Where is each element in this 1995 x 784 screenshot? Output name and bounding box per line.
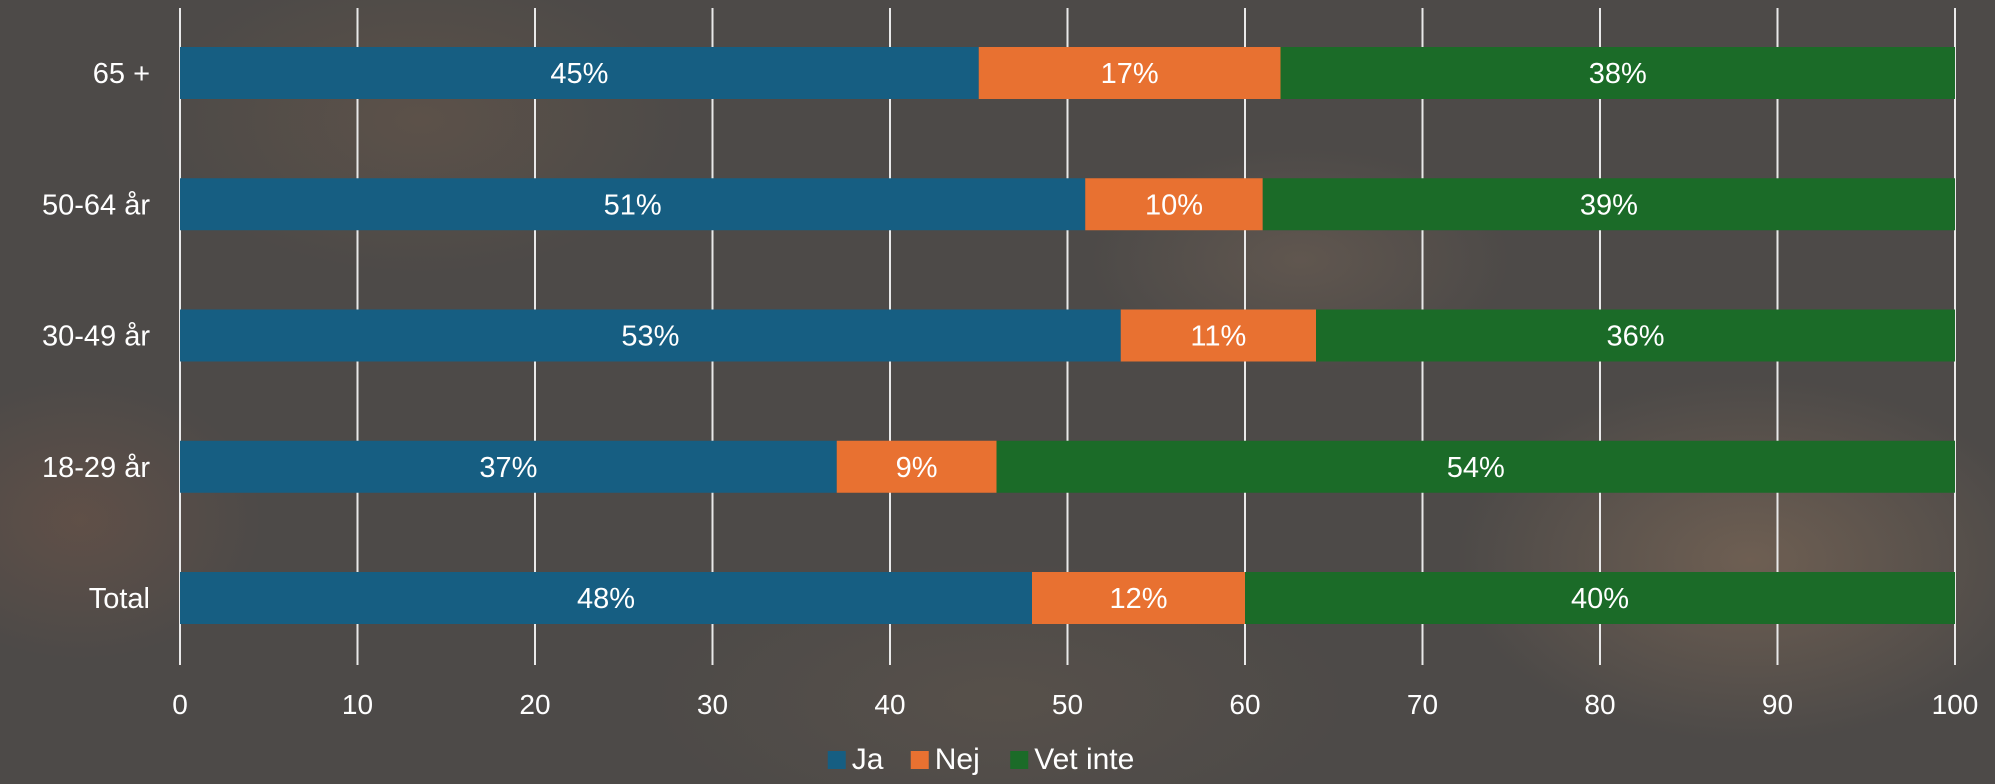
- bar-segment: [1032, 572, 1245, 624]
- bar-segment: [836, 440, 997, 493]
- bar-segment: [978, 47, 1281, 99]
- x-tick-label: 40: [874, 689, 905, 720]
- data-label: 45%: [550, 58, 608, 90]
- x-tick-label: 80: [1584, 689, 1615, 720]
- category-label: 50-64 år: [42, 189, 150, 221]
- x-tick-label: 70: [1407, 689, 1438, 720]
- legend-swatch: [827, 751, 846, 769]
- bar-segment: [180, 47, 979, 99]
- data-label: 38%: [1589, 58, 1647, 90]
- bar-segment: [180, 178, 1086, 231]
- x-tick-label: 100: [1932, 689, 1979, 720]
- data-label: 54%: [1447, 452, 1505, 484]
- data-label: 40%: [1571, 583, 1629, 615]
- bar-segment: [1245, 572, 1955, 624]
- data-label: 10%: [1145, 189, 1203, 221]
- legend-swatch: [910, 751, 929, 769]
- legend-swatch: [1010, 751, 1029, 769]
- data-label: 11%: [1190, 321, 1246, 353]
- category-label: 65 +: [93, 58, 150, 90]
- data-label: 36%: [1606, 321, 1664, 353]
- category-label: Total: [89, 583, 150, 615]
- data-label: 39%: [1580, 189, 1638, 221]
- x-tick-label: 90: [1762, 689, 1793, 720]
- legend-label: Vet inte: [1034, 743, 1134, 776]
- data-label: 9%: [896, 452, 938, 484]
- data-label: 17%: [1101, 58, 1159, 90]
- x-tick-label: 20: [519, 689, 550, 720]
- x-tick-label: 50: [1052, 689, 1083, 720]
- bar-segment: [1280, 47, 1955, 99]
- bar-segment: [996, 440, 1955, 493]
- bar-segment: [1085, 178, 1263, 231]
- legend-label: Ja: [852, 743, 884, 776]
- bar-segment: [180, 572, 1032, 624]
- data-label: 48%: [577, 583, 635, 615]
- data-label: 12%: [1109, 583, 1167, 615]
- x-tick-label: 0: [172, 689, 188, 720]
- x-tick-label: 60: [1229, 689, 1260, 720]
- data-label: 53%: [621, 321, 679, 353]
- bar-segment: [180, 440, 837, 493]
- bar-segment: [180, 309, 1121, 362]
- x-tick-label: 30: [697, 689, 728, 720]
- bar-segment: [1120, 309, 1316, 362]
- bar-segment: [1316, 309, 1955, 362]
- legend-label: Nej: [935, 743, 980, 776]
- x-tick-label: 10: [342, 689, 373, 720]
- category-label: 30-49 år: [42, 321, 150, 353]
- data-label: 37%: [479, 452, 537, 484]
- data-label: 51%: [604, 189, 662, 221]
- category-label: 18-29 år: [42, 452, 150, 484]
- bar-segment: [1262, 178, 1955, 231]
